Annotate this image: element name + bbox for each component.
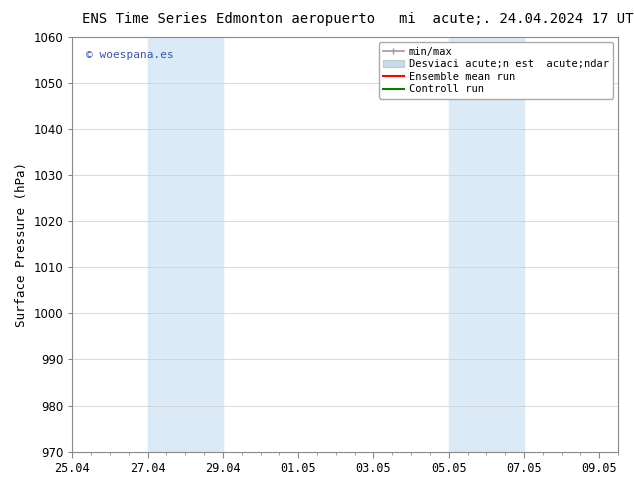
Bar	[449, 37, 524, 452]
Text: mi  acute;. 24.04.2024 17 UTC: mi acute;. 24.04.2024 17 UTC	[399, 12, 634, 26]
Text: ENS Time Series Edmonton aeropuerto: ENS Time Series Edmonton aeropuerto	[82, 12, 375, 26]
Text: © woespana.es: © woespana.es	[86, 49, 174, 60]
Y-axis label: Surface Pressure (hPa): Surface Pressure (hPa)	[15, 162, 28, 327]
Bar	[148, 37, 223, 452]
Legend: min/max, Desviaci acute;n est  acute;ndar, Ensemble mean run, Controll run: min/max, Desviaci acute;n est acute;ndar…	[378, 42, 613, 98]
